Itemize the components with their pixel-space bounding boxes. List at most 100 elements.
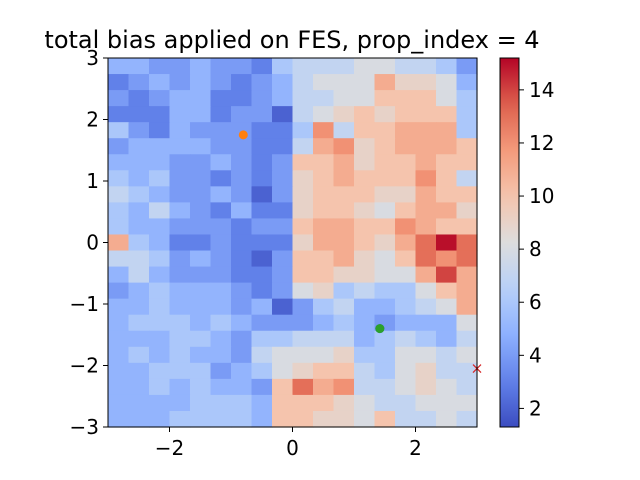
heatmap-cell (333, 314, 355, 332)
heatmap-cell (169, 298, 191, 316)
heatmap-cell (108, 218, 130, 236)
heatmap-cell (108, 58, 130, 75)
heatmap-cell (128, 170, 150, 187)
colorbar-tick-label: 12 (529, 131, 554, 155)
heatmap-cell (313, 74, 335, 91)
heatmap-cell (436, 202, 458, 220)
heatmap-cell (231, 346, 253, 364)
heatmap-cell (128, 250, 150, 268)
heatmap-cell (210, 298, 232, 316)
heatmap-cell (169, 138, 191, 155)
heatmap-cell (374, 58, 396, 75)
heatmap-cell (190, 74, 212, 91)
heatmap-cell (231, 74, 253, 91)
heatmap-cell (272, 298, 294, 316)
heatmap-cell (149, 346, 171, 364)
heatmap-cell (354, 154, 376, 171)
heatmap-cell (251, 346, 273, 364)
heatmap-cell (210, 58, 232, 75)
heatmap-cell (333, 202, 355, 220)
heatmap-cell (395, 90, 417, 107)
heatmap-cell (292, 394, 314, 412)
heatmap-cell (333, 234, 355, 252)
heatmap-cell (210, 394, 232, 412)
heatmap-cell (415, 122, 437, 139)
heatmap-cell (251, 154, 273, 171)
colorbar-tick-label: 6 (529, 290, 542, 314)
heatmap-cell (169, 394, 191, 412)
heatmap-cell (395, 394, 417, 412)
heatmap-cell (149, 266, 171, 284)
heatmap-cell (128, 282, 150, 300)
heatmap-cell (374, 202, 396, 220)
heatmap-cell (128, 186, 150, 203)
heatmap-cell (292, 378, 314, 396)
heatmap-cell (436, 314, 458, 332)
heatmap-cell (415, 170, 437, 187)
heatmap-cell (272, 330, 294, 348)
heatmap-cell (395, 170, 417, 187)
heatmap-cell (210, 170, 232, 187)
heatmap-cell (108, 186, 130, 203)
heatmap-cell (272, 314, 294, 332)
heatmap-cell (210, 122, 232, 139)
heatmap-cell (272, 282, 294, 300)
heatmap-cell (231, 90, 253, 107)
heatmap-cell (313, 410, 335, 428)
heatmap-cell (456, 170, 478, 187)
y-tick-label: −3 (70, 415, 99, 439)
heatmap-cell (333, 378, 355, 396)
heatmap-cell (456, 202, 478, 220)
heatmap-cell (169, 266, 191, 284)
heatmap-cell (210, 218, 232, 236)
heatmap-cell (395, 106, 417, 123)
heatmap-cell (210, 186, 232, 203)
heatmap-cell (190, 90, 212, 107)
heatmap-cell (169, 346, 191, 364)
heatmap-cell (436, 250, 458, 268)
heatmap-cell (313, 58, 335, 75)
heatmap-cell (415, 90, 437, 107)
heatmap-cell (313, 138, 335, 155)
heatmap-cell (128, 90, 150, 107)
heatmap-cell (169, 234, 191, 252)
heatmap-cell (169, 362, 191, 380)
heatmap-cell (210, 250, 232, 268)
heatmap-cell (108, 170, 130, 187)
heatmap-cell (456, 378, 478, 396)
heatmap-cell (169, 378, 191, 396)
heatmap-cell (272, 74, 294, 91)
heatmap-cell (313, 250, 335, 268)
heatmap-cell (108, 378, 130, 396)
heatmap-cell (354, 362, 376, 380)
heatmap-cell (251, 122, 273, 139)
heatmap-cell (169, 186, 191, 203)
heatmap-cell (210, 74, 232, 91)
heatmap-cell (190, 378, 212, 396)
heatmap-cell (272, 170, 294, 187)
heatmap-cell (395, 154, 417, 171)
heatmap-cell (272, 234, 294, 252)
heatmap-cell (333, 90, 355, 107)
heatmap-cell (456, 314, 478, 332)
heatmap-cell (292, 362, 314, 380)
heatmap-cell (333, 154, 355, 171)
heatmap-cell (210, 346, 232, 364)
heatmap-cell (333, 218, 355, 236)
heatmap-cell (374, 362, 396, 380)
heatmap-cell (292, 138, 314, 155)
heatmap-cell (190, 410, 212, 428)
heatmap-cell (149, 74, 171, 91)
heatmap-cell (415, 234, 437, 252)
heatmap-cell (231, 234, 253, 252)
heatmap-cell (190, 218, 212, 236)
heatmap-cell (210, 362, 232, 380)
heatmap-cell (108, 122, 130, 139)
heatmap-cell (231, 154, 253, 171)
heatmap-cell (190, 122, 212, 139)
heatmap-cell (231, 330, 253, 348)
heatmap-cell (251, 106, 273, 123)
heatmap-cell (108, 282, 130, 300)
heatmap-cell (169, 154, 191, 171)
heatmap-cell (354, 58, 376, 75)
